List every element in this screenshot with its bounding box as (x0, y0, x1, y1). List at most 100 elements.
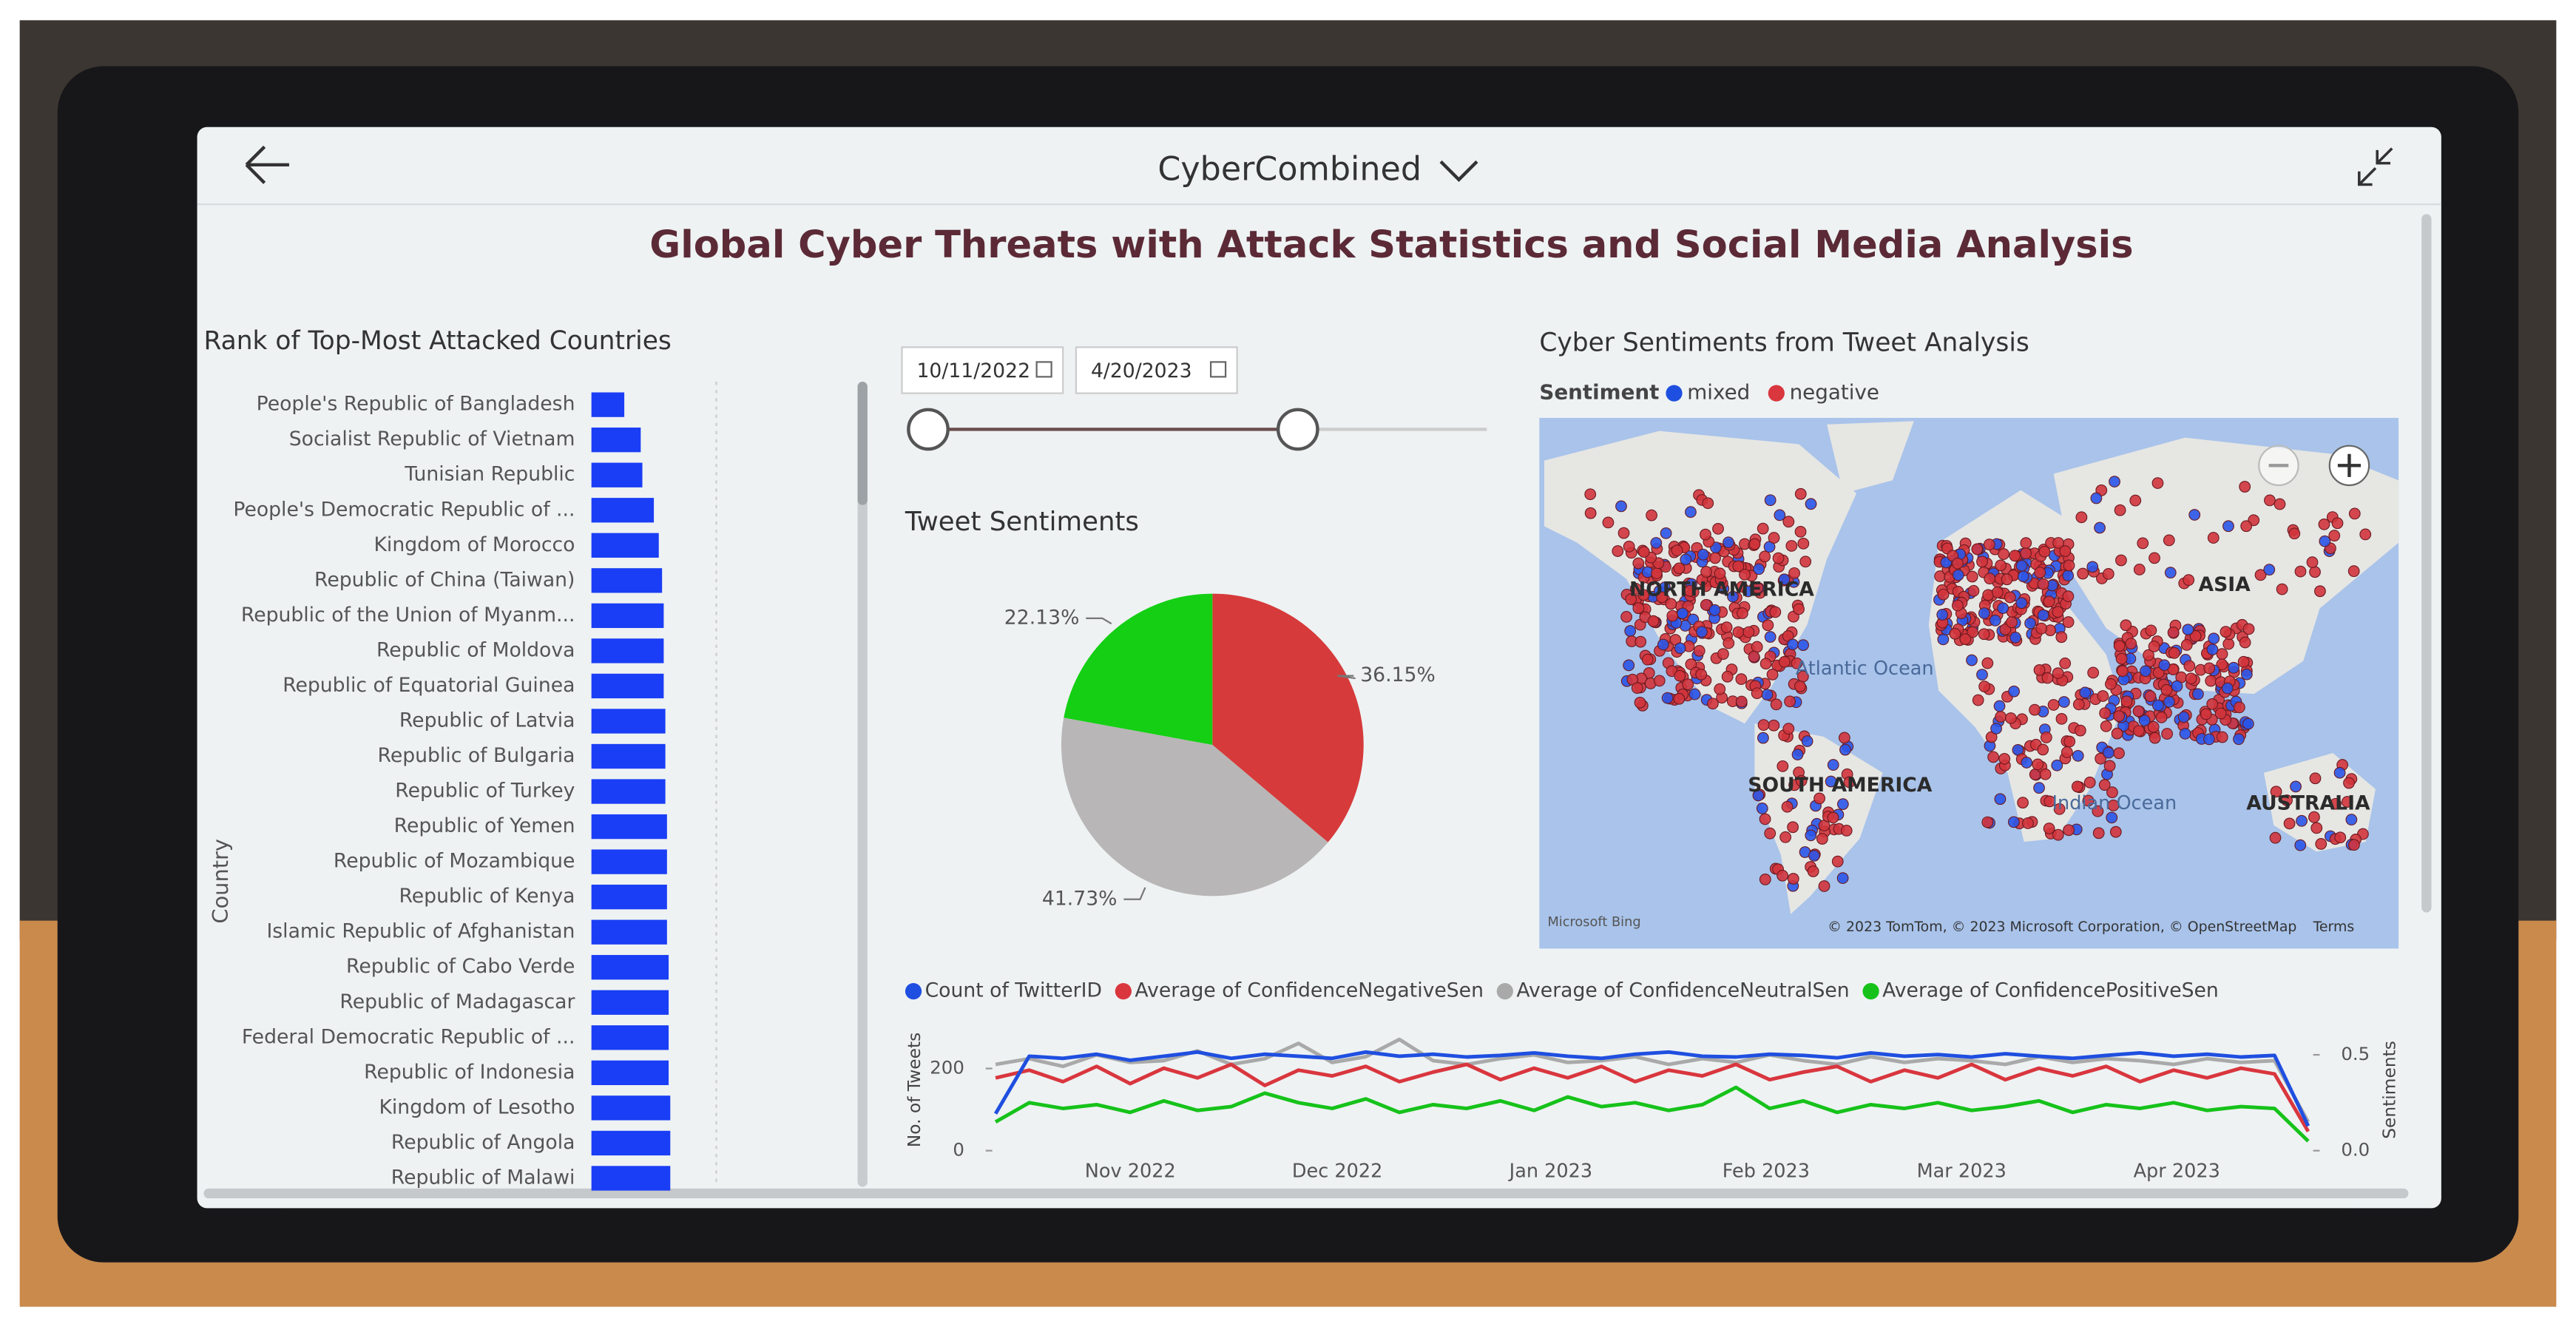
y2-tick-label: 0.5 (2341, 1043, 2370, 1064)
legend-dot (1666, 385, 1683, 402)
map-dot (1707, 698, 1719, 710)
map-dot (2055, 712, 2068, 725)
calendar-icon[interactable] (1209, 361, 1227, 378)
map-dot (1764, 827, 1777, 840)
map-dot (1697, 548, 1709, 561)
map-title: Cyber Sentiments from Tweet Analysis (1539, 328, 2029, 357)
legend-dot (1115, 983, 1132, 1000)
map-dot (2074, 724, 2086, 737)
map-dot (1769, 606, 1782, 618)
map-dot (1657, 638, 1669, 651)
end-date-input[interactable] (1075, 346, 1238, 394)
map-dot (2239, 636, 2251, 649)
map-dot (2158, 659, 2171, 672)
zoom-in-icon (2337, 453, 2362, 477)
map-dot (1998, 548, 2009, 560)
map-dot (1739, 568, 1751, 581)
map-dot (1952, 557, 1964, 570)
map-dot (1785, 540, 1798, 552)
map-dot (1777, 869, 1788, 882)
x-tick-label: Feb 2023 (1723, 1160, 1810, 1182)
map-dot (1751, 641, 1763, 653)
y-tick-label: Republic of Malawi (391, 1166, 575, 1189)
y-tick-label: Socialist Republic of Vietnam (289, 428, 575, 450)
map-dot (1656, 591, 1668, 604)
report-name[interactable]: CyberCombined (1157, 151, 1421, 189)
legend-dot (1862, 983, 1879, 1000)
map-dot (1797, 537, 1810, 550)
map-dot (2037, 578, 2049, 590)
map-dot (2330, 797, 2342, 810)
map-dot (2120, 695, 2133, 708)
map-dot (1629, 583, 1642, 595)
map-dot (2221, 682, 2234, 695)
legend-label: negative (1790, 380, 1879, 405)
map-dot (1991, 586, 2004, 598)
map-dot (2009, 632, 2021, 644)
collapse-button[interactable] (2358, 147, 2393, 186)
map-dot (1777, 760, 1789, 772)
map-dot (1990, 723, 2002, 735)
map-dot (2163, 695, 2175, 708)
map-dot (1634, 635, 1647, 648)
map-dot (1989, 614, 2001, 627)
scroll-thumb[interactable] (857, 382, 868, 505)
map-dot (2106, 786, 2118, 799)
map-dot (2007, 816, 2020, 828)
map-dot (1680, 553, 1692, 566)
y-tick-label: 0 (953, 1139, 964, 1161)
scrollbar[interactable] (2421, 214, 2432, 913)
map-dot (2318, 518, 2330, 530)
map-dot (2102, 568, 2114, 580)
map-dot (1831, 855, 1844, 868)
map-dot (1683, 584, 1696, 597)
y-tick-label: Kingdom of Lesotho (379, 1095, 575, 1118)
calendar-icon[interactable] (1035, 361, 1052, 378)
map-dot (1661, 692, 1674, 704)
series-line (995, 1037, 2310, 1123)
map-dot (2063, 559, 2075, 572)
slider-handle[interactable] (907, 408, 950, 451)
leader-line (1123, 887, 1146, 900)
map-dot (1978, 607, 1990, 619)
visual-scrollbar[interactable] (857, 382, 868, 1187)
map-dot (2024, 617, 2036, 629)
report-dropdown[interactable] (1439, 160, 1478, 182)
map-dot (1995, 559, 2007, 572)
map-dot (1981, 657, 1994, 669)
map-dot (1695, 668, 1708, 681)
map-dot (2117, 665, 2129, 678)
map-dot (2276, 583, 2288, 595)
map-dot (1625, 593, 1637, 606)
map-dot (1768, 532, 1780, 544)
slider-handle[interactable] (1276, 408, 1319, 451)
map-dot (2290, 780, 2302, 793)
map-dot (2270, 786, 2282, 798)
map-dot (2114, 504, 2126, 516)
map-dot (2113, 747, 2125, 760)
map-dot (2090, 492, 2103, 504)
map-dot (2062, 570, 2075, 582)
y-tick-label: Tunisian Republic (404, 463, 575, 486)
map-dot (1784, 695, 1796, 708)
map-dot (2062, 616, 2075, 628)
map-dot (2075, 511, 2088, 524)
bar (591, 568, 663, 593)
map-dot (2092, 805, 2104, 817)
y-tick-label: People's Republic of Bangladesh (257, 393, 575, 416)
legend-dot (1496, 983, 1513, 1000)
h-scrollbar[interactable] (203, 1188, 2409, 1199)
map-dot (1651, 567, 1663, 579)
map-dot (1782, 723, 1795, 735)
map-dot (1987, 751, 1999, 763)
bar (591, 392, 625, 417)
map-dot (1791, 657, 1803, 669)
bar (591, 955, 669, 980)
pie-slice (1212, 593, 1364, 843)
map-terms[interactable]: Terms (2313, 919, 2355, 935)
y-tick-label: Republic of China (Taiwan) (314, 568, 575, 591)
pie-slice (1061, 717, 1328, 897)
map-dot (1752, 789, 1765, 802)
map-dot (1976, 669, 1988, 681)
back-button[interactable] (245, 145, 289, 184)
